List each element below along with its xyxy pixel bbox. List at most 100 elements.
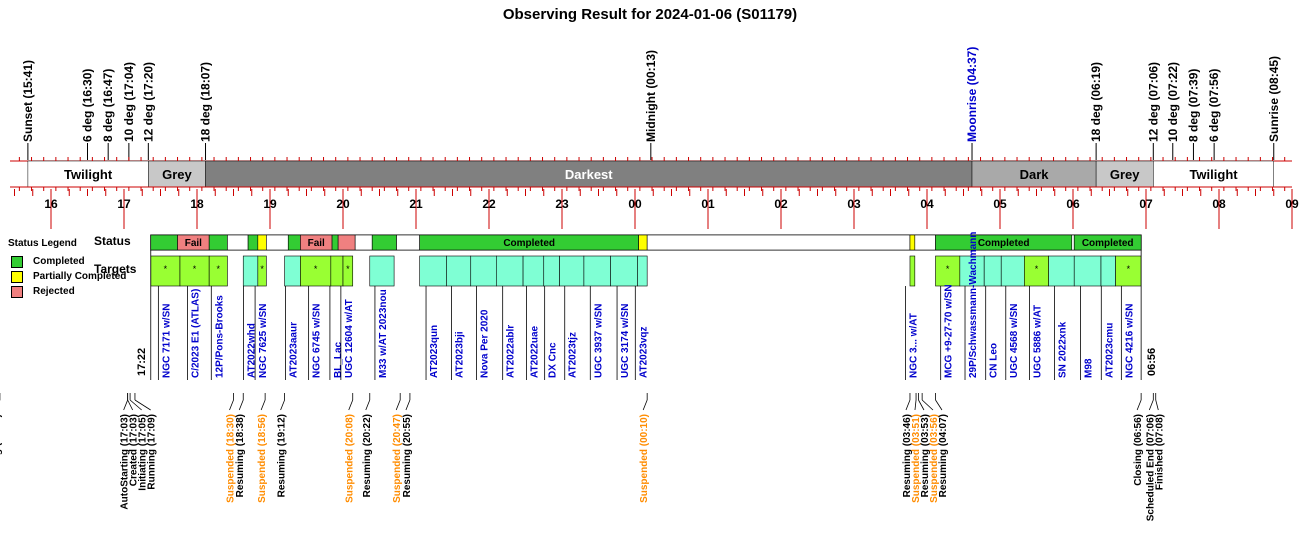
hour-tick-label-03: 03	[847, 197, 861, 211]
legend-swatch-completed	[11, 255, 23, 268]
hour-tick-label-09: 09	[1285, 197, 1299, 211]
target-label-at2023bji: AT2023bji	[455, 331, 466, 378]
top-event-label-sunset-15-41: Sunset (15:41)	[21, 60, 35, 142]
target-bar-29p-schwassmann-wachmann	[959, 255, 985, 287]
target-label-at2023cmu: AT2023cmu	[1104, 323, 1115, 378]
target-label-ngc-6745-w-sn: NGC 6745 w/SN	[312, 304, 323, 378]
top-event-label-10-deg-07-22: 10 deg (07:22)	[1166, 62, 1180, 142]
status-segment-partially-completed-15	[638, 234, 648, 251]
bottom-event-leader-resuming-18-38	[238, 399, 244, 411]
target-bar-nova-per-2020	[470, 255, 497, 287]
bottom-event-leader-resuming-19-12	[280, 399, 285, 411]
top-event-label-8-deg-07-39: 8 deg (07:39)	[1186, 69, 1200, 142]
hour-tick-label-21: 21	[409, 197, 423, 211]
target-label-at2023aaur: AT2023aaur	[289, 322, 300, 378]
bottom-event-label-monitoring-15-18: Monitoring (15:18)	[0, 414, 3, 501]
bottom-event-leader-initiating-17-05	[129, 399, 142, 411]
target-label-ngc-3-w-at: NGC 3... w/AT	[908, 313, 919, 378]
target-label-at2022ablr: AT2022ablr	[506, 325, 517, 378]
target-label-ugc-5886-w-at: UGC 5886 w/AT	[1033, 305, 1044, 378]
hour-tick-label-02: 02	[774, 197, 788, 211]
hour-tick-label-16: 16	[44, 197, 58, 211]
target-mark-mcg-9-27-70-w-sn: *	[946, 264, 950, 274]
hour-tick-label-00: 00	[628, 197, 642, 211]
target-label-at2023tjz: AT2023tjz	[568, 332, 579, 378]
status-segment-completed-0	[150, 234, 178, 251]
target-label-29p-schwassmann-wachmann: 29P/Schwassmann-Wachmann	[968, 232, 979, 378]
target-label-ngc-7171-w-sn: NGC 7171 w/SN	[161, 304, 172, 378]
bottom-event-label-suspended-18-30: Suspended (18:30)	[226, 414, 237, 503]
target-label-c-2023-e1-atlas: C/2023 E1 (ATLAS)	[191, 289, 202, 378]
bottom-event-label-suspended-20-08: Suspended (20:08)	[345, 414, 356, 503]
sky-band-dark-3	[971, 160, 1097, 188]
bottom-event-leader-suspended-00-10	[642, 399, 648, 411]
legend-swatch-partial	[11, 270, 23, 283]
status-segment-idle-20	[1071, 234, 1075, 251]
bottom-event-label-autostarting-17-03: AutoStarting (17:03)	[120, 414, 131, 510]
status-segment-idle-6	[266, 234, 289, 251]
bottom-event-label-resuming-03-46: Resuming (03:46)	[902, 414, 913, 497]
legend-title: Status Legend	[8, 238, 77, 249]
status-segment-idle-11	[354, 234, 373, 251]
bottom-event-leader-resuming-04-07	[935, 399, 943, 411]
hour-tick-label-05: 05	[993, 197, 1007, 211]
bottom-event-label-suspended-03-56: Suspended (03:56)	[929, 414, 940, 503]
sky-band-label-twilight-5: Twilight	[1189, 167, 1238, 182]
status-segment-completed-12	[371, 234, 397, 251]
legend-item-partial: Partially Completed	[8, 269, 126, 284]
bottom-event-label-resuming-04-07: Resuming (04:07)	[938, 414, 949, 497]
bottom-event-leader-resuming-20-55	[405, 399, 411, 411]
target-label-nova-per-2020: Nova Per 2020	[480, 309, 491, 378]
target-label-m98: M98	[1084, 358, 1095, 378]
legend-label-partial: Partially Completed	[33, 271, 127, 282]
bottom-event-leader-suspended-03-56	[921, 399, 934, 411]
target-bar-dx-cnc	[543, 255, 560, 287]
top-event-label-12-deg-07-06: 12 deg (07:06)	[1146, 62, 1160, 142]
target-bar-at2023cmu	[1100, 255, 1116, 287]
bottom-event-leader-resuming-03-46	[905, 399, 911, 411]
target-mark-ugc-5886-w-at: *	[1035, 264, 1039, 274]
top-event-label-18-deg-06-19: 18 deg (06:19)	[1089, 62, 1103, 142]
target-mark-ngc-7625-w-sn: *	[260, 264, 264, 274]
targets-row-label: Targets	[94, 262, 137, 276]
target-mark-c-2023-e1-atlas: *	[193, 264, 197, 274]
legend-label-completed: Completed	[33, 256, 85, 267]
target-bar-at2023tjz	[559, 255, 585, 287]
legend-label-rejected: Rejected	[33, 286, 75, 297]
status-segment-idle-13	[396, 234, 420, 251]
status-segment-rejected-10	[337, 234, 356, 251]
hour-tick-label-19: 19	[263, 197, 277, 211]
target-label-cn-leo: CN Leo	[989, 343, 1000, 378]
time-mark-label-06-56: 06:56	[1146, 348, 1158, 376]
status-segment-idle-18	[914, 234, 936, 251]
bottom-event-leader-scheduled-end-07-06	[1148, 399, 1154, 411]
bottom-event-leader-suspended-18-56	[260, 399, 266, 411]
bottom-event-label-running-17-09: Running (17:09)	[147, 414, 158, 490]
status-segment-completed-21	[1073, 234, 1142, 251]
legend-swatch-rejected	[11, 285, 23, 298]
bottom-event-label-resuming-19-12: Resuming (19:12)	[277, 414, 288, 497]
hour-tick-label-01: 01	[701, 197, 715, 211]
target-bar-at2023aaur	[284, 255, 301, 287]
target-label-ugc-12604-w-at: UGC 12604 w/AT	[344, 299, 355, 378]
target-bar-at2023bji	[446, 255, 472, 287]
bottom-event-leader-autostarting-17-03	[123, 399, 129, 411]
status-segment-label-1: Fail	[185, 238, 202, 249]
target-bar-ngc-3-w-at	[909, 255, 916, 287]
target-bar-c-2023-e1-atlas	[179, 255, 210, 287]
target-label-ugc-4568-w-sn: UGC 4568 w/SN	[1009, 304, 1020, 378]
hour-tick-label-23: 23	[555, 197, 569, 211]
status-segment-label-14: Completed	[503, 238, 555, 249]
hour-tick-label-04: 04	[920, 197, 934, 211]
target-bar-ugc-5886-w-at	[1024, 255, 1049, 287]
sky-band-label-grey-4: Grey	[1110, 167, 1140, 182]
sky-band-label-darkest-2: Darkest	[565, 167, 613, 182]
status-segment-label-21: Completed	[1082, 238, 1134, 249]
hour-tick-label-20: 20	[336, 197, 350, 211]
status-segment-partially-completed-17	[909, 234, 916, 251]
target-mark-ngc-7171-w-sn: *	[164, 264, 168, 274]
status-segment-idle-3	[227, 234, 249, 251]
target-bar-ugc-3937-w-sn	[583, 255, 611, 287]
bottom-event-label-created-17-03: Created (17:03)	[129, 414, 140, 486]
bottom-event-label-suspended-18-56: Suspended (18:56)	[257, 414, 268, 503]
